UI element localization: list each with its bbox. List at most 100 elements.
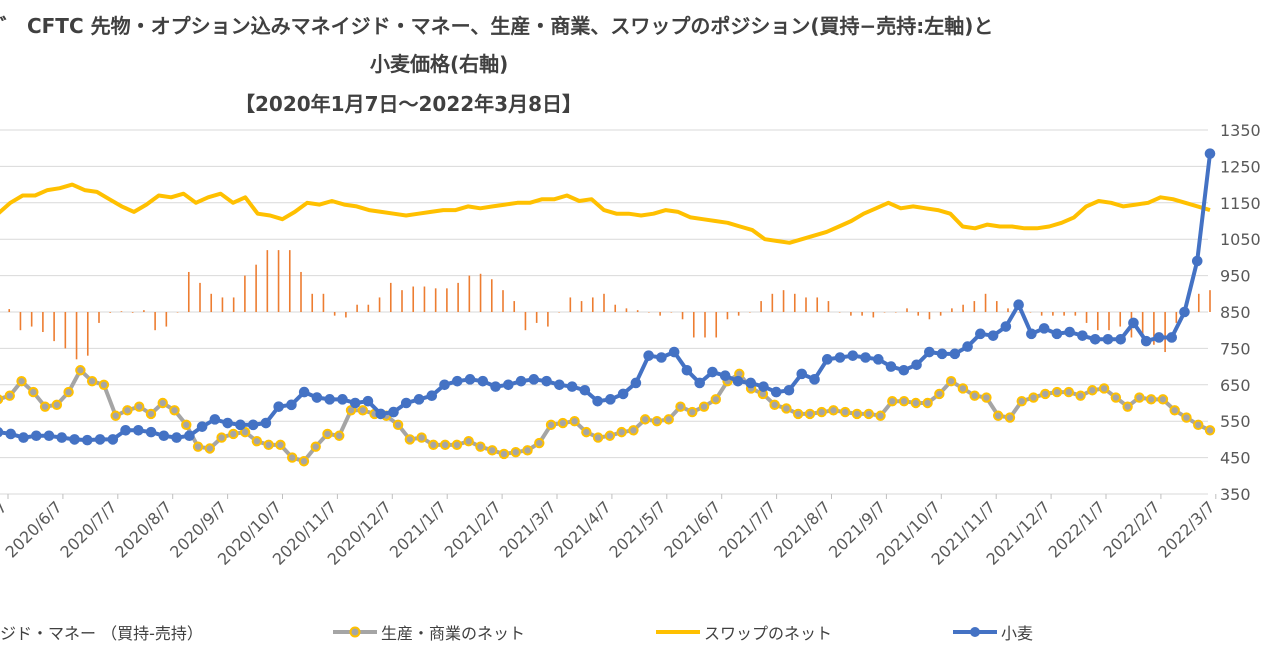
- legend-swap-swatch: [656, 622, 700, 642]
- data-point: [1077, 330, 1088, 341]
- x-tick-label: 2021/3/7: [496, 497, 560, 561]
- bar-mark: [232, 297, 235, 312]
- chart-title-line2: 小麦価格(右軸): [370, 52, 509, 76]
- data-point: [1134, 392, 1145, 403]
- bar-mark: [8, 309, 11, 312]
- bar-mark: [636, 310, 639, 312]
- data-point: [428, 439, 439, 451]
- data-point: [464, 374, 476, 385]
- data-point: [628, 425, 639, 436]
- data-point: [781, 403, 792, 414]
- line-series: [0, 148, 1216, 467]
- data-point: [311, 392, 323, 403]
- data-point: [416, 432, 427, 443]
- bar-mark: [838, 312, 841, 313]
- data-point: [0, 394, 4, 405]
- bar-mark: [154, 312, 156, 331]
- data-point: [451, 439, 463, 451]
- series-line: [0, 182, 1211, 245]
- data-point: [82, 434, 93, 446]
- series-line: [0, 368, 1211, 464]
- x-tick-label: 2021/2/7: [441, 497, 505, 561]
- data-point: [981, 392, 992, 403]
- bar-mark: [962, 304, 964, 312]
- data-point: [181, 419, 192, 431]
- data-point: [522, 445, 533, 456]
- data-point: [56, 432, 68, 443]
- data-point: [134, 401, 145, 412]
- bar-mark: [1007, 308, 1009, 312]
- data-point: [1102, 334, 1114, 345]
- data-point: [675, 401, 686, 412]
- data-point: [617, 388, 629, 400]
- data-point: [388, 406, 399, 418]
- bar-mark: [199, 282, 201, 312]
- data-point: [1169, 405, 1180, 416]
- legend-wheat-label: 小麦: [1001, 624, 1034, 643]
- data-point: [681, 364, 693, 376]
- data-point: [235, 419, 246, 431]
- data-point: [630, 377, 642, 389]
- data-point: [796, 368, 808, 380]
- data-point: [804, 408, 816, 420]
- data-point: [863, 408, 874, 420]
- y-tick-label: 1150: [1220, 194, 1261, 213]
- bar-mark: [861, 312, 863, 316]
- bar-mark: [760, 301, 762, 312]
- bar-mark: [1175, 312, 1178, 323]
- bar-mark: [53, 312, 55, 342]
- data-point: [310, 441, 321, 452]
- bar-mark: [737, 312, 740, 316]
- data-point: [94, 434, 106, 445]
- bar-mark: [681, 312, 684, 320]
- data-point: [639, 414, 651, 425]
- bar-mark: [939, 312, 942, 316]
- bar-mark: [176, 312, 179, 313]
- data-point: [275, 439, 286, 451]
- bar-mark: [793, 293, 796, 312]
- data-point: [1204, 425, 1216, 436]
- y-tick-label: 650: [1220, 376, 1251, 395]
- data-point: [286, 452, 298, 463]
- data-point: [949, 348, 961, 360]
- data-point: [885, 361, 897, 372]
- bar-mark: [210, 293, 213, 312]
- data-point: [487, 445, 498, 456]
- data-point: [1016, 395, 1027, 407]
- y-tick-label: 1350: [1220, 121, 1261, 140]
- data-point: [887, 395, 898, 407]
- bar-mark: [412, 286, 415, 312]
- data-point: [1115, 334, 1126, 345]
- legend-item-wheat: 小麦: [953, 620, 1033, 644]
- data-point: [298, 386, 310, 398]
- bar-mark: [131, 312, 134, 313]
- data-point: [1128, 317, 1139, 329]
- bar-mark: [973, 301, 976, 312]
- y-tick-label: 550: [1220, 412, 1251, 431]
- data-point: [528, 374, 540, 385]
- data-point: [1051, 328, 1063, 340]
- bar-mark: [288, 250, 291, 312]
- data-point: [1013, 299, 1024, 311]
- data-point: [707, 366, 718, 378]
- data-point: [222, 417, 233, 429]
- bar-mark: [569, 297, 572, 312]
- x-tick-label: 2021/8/7: [770, 497, 834, 561]
- bar-mark: [951, 308, 953, 312]
- data-point: [554, 379, 565, 391]
- data-point: [228, 428, 239, 440]
- data-point: [362, 395, 374, 407]
- y-tick-label: 850: [1220, 303, 1251, 322]
- data-point: [557, 417, 569, 429]
- bar-mark: [502, 290, 504, 312]
- data-point: [322, 428, 333, 440]
- bar-mark: [42, 312, 44, 333]
- bar-mark: [345, 312, 347, 318]
- data-point: [694, 377, 705, 389]
- data-point: [668, 346, 680, 358]
- bar-mark: [109, 312, 112, 313]
- data-point: [392, 419, 404, 431]
- data-point: [770, 386, 782, 398]
- data-point: [439, 439, 451, 451]
